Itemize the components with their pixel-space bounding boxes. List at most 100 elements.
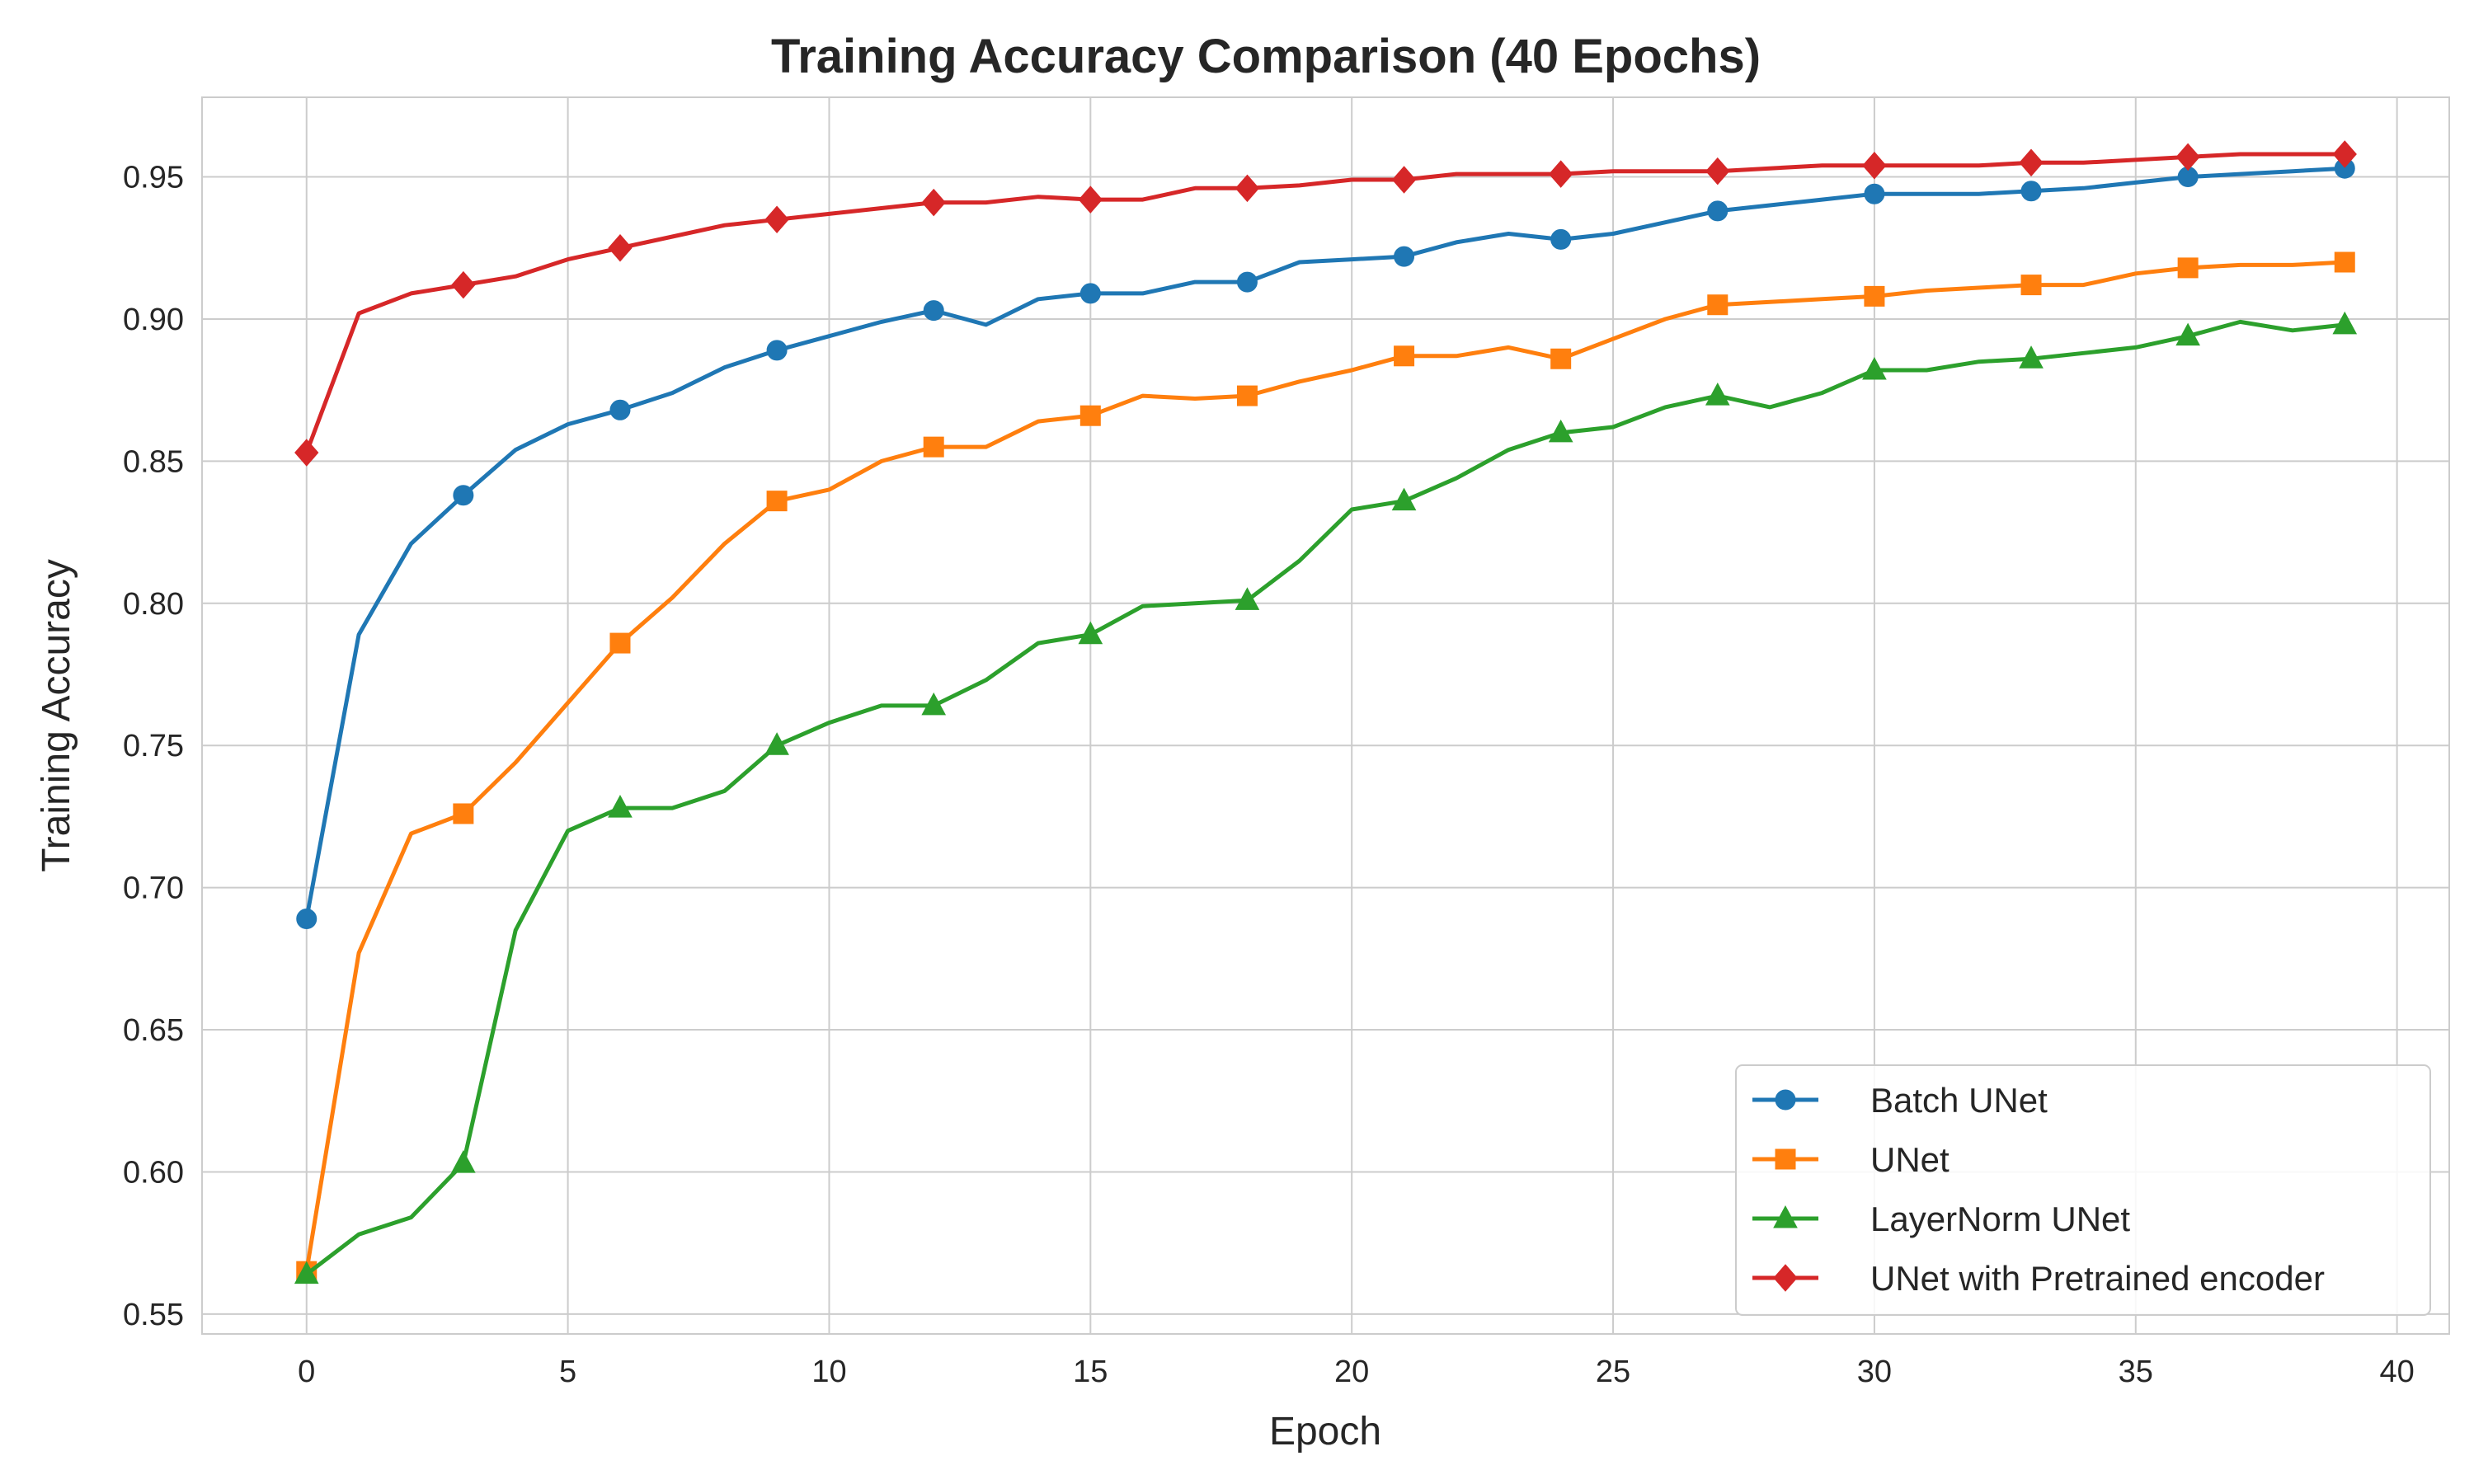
legend-marker xyxy=(1773,1264,1798,1292)
data-point-marker xyxy=(1549,160,1573,188)
series-unet xyxy=(296,251,2355,1282)
legend-marker xyxy=(1773,1205,1798,1228)
x-tick-label: 20 xyxy=(1334,1355,1369,1389)
data-point-marker xyxy=(1391,487,1417,511)
y-axis-ticks: 0.55 0.60 0.65 0.70 0.75 0.80 0.85 0.90 0.95 xyxy=(123,161,184,1332)
data-point-marker xyxy=(1236,385,1258,406)
y-axis-label: Training Accuracy xyxy=(35,559,78,872)
data-point-marker xyxy=(1705,157,1730,186)
data-point-marker xyxy=(1078,186,1103,214)
legend-box xyxy=(1735,1064,2431,1316)
legend: Batch UNet UNet LayerNorm UNet UNet with Pr… xyxy=(1735,1064,2431,1316)
data-point-marker xyxy=(294,1261,319,1284)
series-lines xyxy=(294,140,2358,1284)
legend-label: LayerNorm UNet xyxy=(1870,1200,2130,1238)
data-point-marker xyxy=(1862,151,1887,180)
data-point-marker xyxy=(294,439,319,467)
data-point-marker xyxy=(2175,322,2200,346)
data-point-marker xyxy=(453,803,474,824)
x-tick-label: 25 xyxy=(1596,1355,1630,1389)
data-point-marker xyxy=(764,732,789,755)
data-point-marker xyxy=(921,692,947,716)
data-point-marker xyxy=(2020,181,2042,202)
x-axis-ticks: 0 5 10 15 20 25 30 35 40 xyxy=(298,1355,2415,1389)
data-point-marker xyxy=(1707,200,1729,222)
data-point-marker xyxy=(2019,148,2044,177)
data-point-marker xyxy=(1236,271,1258,293)
y-tick-label: 0.85 xyxy=(123,444,184,479)
legend-item: UNet xyxy=(1752,1140,1950,1179)
x-tick-label: 10 xyxy=(811,1355,846,1389)
data-point-marker xyxy=(1548,419,1573,443)
data-point-marker xyxy=(608,795,633,818)
data-point-marker xyxy=(1550,348,1572,369)
x-axis-label: Epoch xyxy=(1269,1410,1381,1453)
series-layernorm-unet xyxy=(294,311,2358,1284)
data-point-marker xyxy=(1394,246,1415,267)
data-point-marker xyxy=(609,399,631,420)
data-point-marker xyxy=(2020,275,2042,296)
data-point-marker xyxy=(296,909,317,930)
series-line xyxy=(304,319,2347,1277)
y-tick-label: 0.60 xyxy=(123,1155,184,1190)
data-point-marker xyxy=(2177,257,2199,279)
chart-title: Training Accuracy Comparison (40 Epochs) xyxy=(771,30,1761,83)
data-point-marker xyxy=(1079,405,1101,426)
data-point-marker xyxy=(2334,251,2355,273)
series-line xyxy=(304,166,2347,922)
data-point-marker xyxy=(451,270,476,299)
x-tick-label: 30 xyxy=(1857,1355,1892,1389)
data-point-marker xyxy=(923,300,944,322)
y-tick-label: 0.70 xyxy=(123,871,184,906)
y-tick-label: 0.80 xyxy=(123,587,184,622)
data-point-marker xyxy=(1864,183,1885,204)
legend-item: LayerNorm UNet xyxy=(1752,1200,2130,1238)
data-point-marker xyxy=(1235,174,1260,203)
legend-item: UNet with Pretrained encoder xyxy=(1752,1259,2325,1298)
x-tick-label: 40 xyxy=(2379,1355,2414,1389)
legend-marker xyxy=(1775,1089,1796,1111)
data-point-marker xyxy=(2019,345,2044,369)
data-point-marker xyxy=(453,485,474,506)
data-point-marker xyxy=(1079,283,1101,304)
y-tick-label: 0.95 xyxy=(123,161,184,195)
legend-label: Batch UNet xyxy=(1870,1081,2048,1120)
x-tick-label: 0 xyxy=(298,1355,315,1389)
grid-lines xyxy=(202,97,2449,1334)
data-point-marker xyxy=(1235,587,1260,610)
legend-item: Batch UNet xyxy=(1752,1081,2048,1120)
series-line xyxy=(304,152,2347,455)
data-point-marker xyxy=(1391,166,1417,194)
data-point-marker xyxy=(1707,294,1729,316)
data-point-marker xyxy=(1864,285,1885,307)
x-tick-label: 35 xyxy=(2119,1355,2153,1389)
legend-label: UNet with Pretrained encoder xyxy=(1870,1259,2325,1298)
data-point-marker xyxy=(2175,143,2200,171)
data-point-marker xyxy=(609,632,631,654)
series-unet-with-pretrained-encoder xyxy=(294,140,2357,467)
data-point-marker xyxy=(1705,383,1730,406)
data-point-marker xyxy=(2332,311,2358,335)
y-tick-label: 0.90 xyxy=(123,303,184,337)
data-point-marker xyxy=(2332,140,2357,168)
data-point-marker xyxy=(923,436,944,458)
series-batch-unet xyxy=(296,157,2355,930)
y-tick-label: 0.65 xyxy=(123,1013,184,1048)
legend-marker xyxy=(1775,1148,1796,1170)
x-tick-label: 15 xyxy=(1073,1355,1108,1389)
data-point-marker xyxy=(1550,228,1572,250)
series-line xyxy=(304,260,2347,1274)
data-point-marker xyxy=(764,205,789,234)
x-tick-label: 5 xyxy=(559,1355,576,1389)
data-point-marker xyxy=(766,491,788,512)
data-point-marker xyxy=(766,340,788,361)
data-point-marker xyxy=(451,1150,476,1173)
data-point-marker xyxy=(1078,621,1103,645)
plot-frame xyxy=(201,96,2450,1335)
data-point-marker xyxy=(921,188,946,217)
y-tick-label: 0.55 xyxy=(123,1298,184,1332)
data-point-marker xyxy=(608,233,633,262)
y-tick-label: 0.75 xyxy=(123,729,184,763)
data-point-marker xyxy=(1862,356,1887,380)
